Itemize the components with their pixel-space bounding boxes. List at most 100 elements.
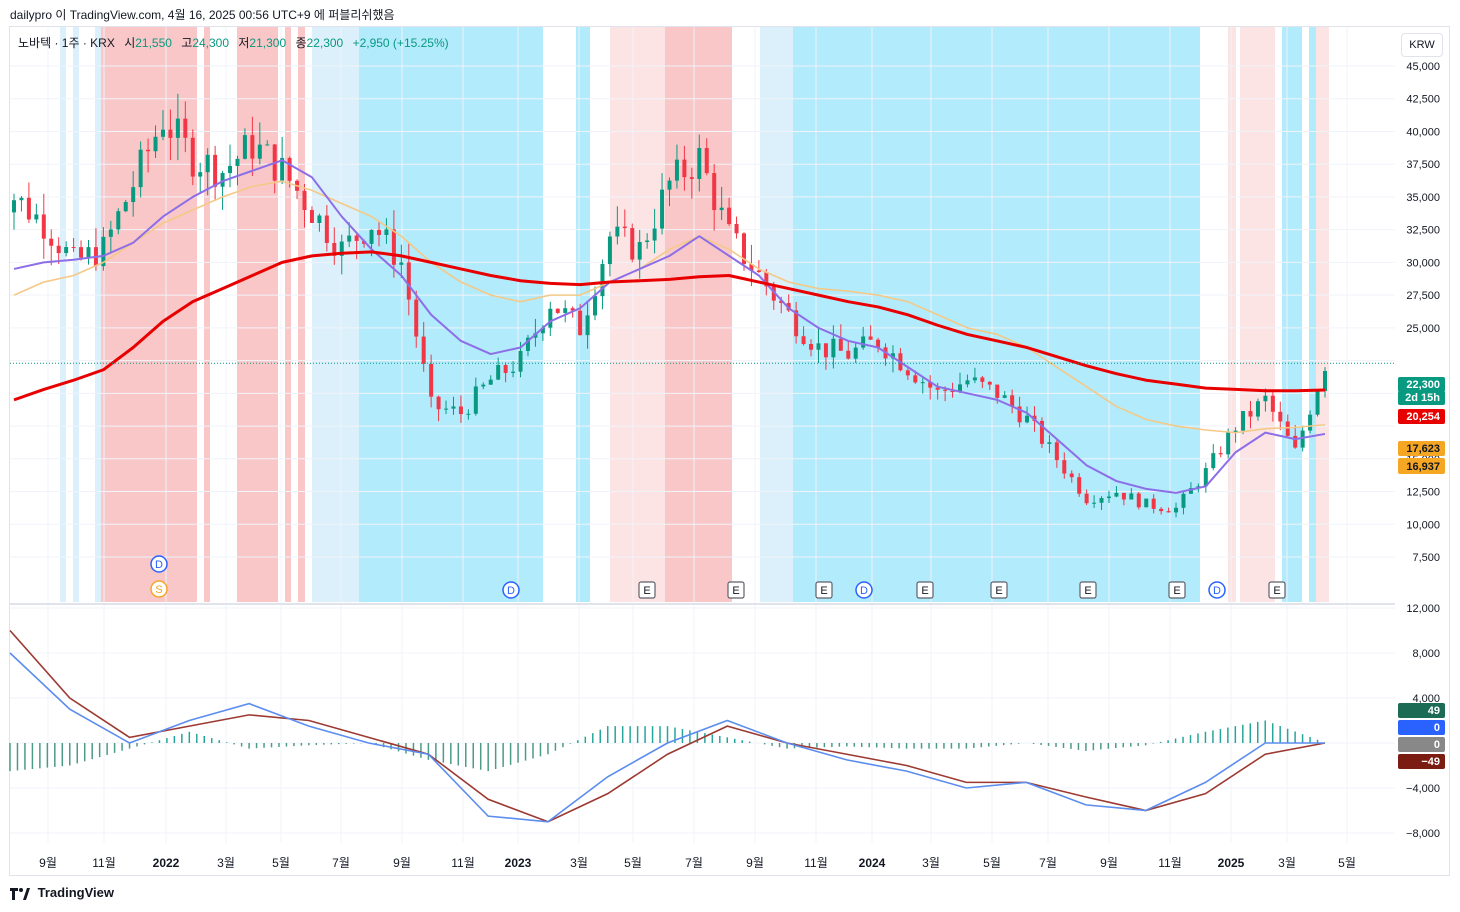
candle-body (563, 308, 568, 313)
split-marker-label: S (155, 584, 162, 596)
earnings-marker-icon (990, 581, 1008, 599)
candle-body (309, 210, 314, 223)
price-tick-label: 45,000 (1406, 61, 1440, 73)
candle-body (652, 228, 657, 241)
candle-body (667, 180, 672, 190)
candle-body (1084, 493, 1089, 504)
candle-body (570, 308, 575, 311)
earnings-marker-icon (1168, 581, 1186, 599)
candle-body (183, 118, 188, 138)
candle-body (34, 214, 39, 220)
candle-body (697, 147, 702, 179)
regime-band (204, 27, 210, 602)
candle-body (19, 197, 24, 201)
candle-body (1166, 511, 1171, 513)
candle-body (950, 390, 955, 393)
candle-body (719, 207, 724, 211)
candle-body (1278, 411, 1283, 422)
candle-body (1323, 370, 1327, 392)
ma-red-badge-bg (1398, 409, 1445, 424)
close-label: 종 (295, 36, 307, 50)
macd-tick-label: 8,000 (1412, 648, 1440, 660)
time-tick-label: 11월 (804, 856, 828, 870)
candle-body (399, 262, 404, 265)
time-tick-label: 9월 (39, 856, 57, 870)
ma-orange-badge-bg (1398, 441, 1445, 456)
time-tick-label: 9월 (393, 856, 411, 870)
candle-body (935, 387, 940, 390)
candle-body (689, 177, 694, 179)
candle-body (1151, 498, 1156, 509)
macd-hist-badge-bg (1398, 703, 1445, 718)
candle-body (749, 264, 754, 271)
candle-body (1211, 453, 1216, 469)
candle-body (876, 339, 881, 348)
dividend-marker-label: D (155, 559, 163, 571)
dividend-marker-label: D (507, 585, 515, 597)
earnings-marker-icon (815, 581, 833, 599)
candle-body (853, 347, 858, 359)
candle-body (630, 228, 635, 260)
signal-badge-bg (1398, 737, 1445, 752)
open-value: 21,550 (135, 36, 172, 50)
candle-body (138, 149, 143, 188)
candle-body (548, 308, 553, 328)
time-tick-label: 2024 (859, 856, 886, 870)
candle-body (116, 211, 121, 230)
time-tick-label: 7월 (1039, 856, 1057, 870)
ma-orange-badge: 17,623 (1406, 443, 1440, 455)
countdown-badge: 2d 15h (1405, 392, 1440, 404)
candle-body (160, 129, 165, 137)
candle-body (56, 245, 61, 254)
earnings-marker-icon (727, 581, 745, 599)
regime-band (665, 27, 732, 602)
time-tick-label: 7월 (685, 856, 703, 870)
time-tick-label: 11월 (451, 856, 475, 870)
candle-body (123, 202, 128, 212)
candle-body (980, 377, 985, 382)
candle-body (1099, 498, 1104, 503)
candle-body (645, 240, 650, 243)
time-tick-label: 9월 (1100, 856, 1118, 870)
tradingview-brand[interactable]: TradingView (10, 885, 114, 900)
regime-band (1316, 27, 1329, 602)
ma-red-line (13, 250, 1326, 402)
candle-body (1144, 498, 1149, 508)
price-tick-label: 37,500 (1406, 159, 1440, 171)
time-tick-label: 3월 (922, 856, 940, 870)
candle-body (153, 136, 158, 152)
candle-body (660, 189, 665, 229)
time-tick-label: 5월 (983, 856, 1001, 870)
price-tick-label: 30,000 (1406, 257, 1440, 269)
time-tick-label: 3월 (217, 856, 235, 870)
regime-band (359, 27, 543, 602)
candle-body (384, 229, 389, 235)
price-pane (10, 93, 1395, 518)
close-value: 22,300 (306, 36, 344, 50)
candle-body (101, 236, 106, 267)
candle-body (242, 135, 247, 159)
price-tick-label: 10,000 (1406, 519, 1440, 531)
candle-body (1203, 468, 1208, 487)
candle-body (376, 229, 381, 235)
regime-band (95, 27, 101, 602)
candle-body (846, 350, 851, 359)
candle-body (1077, 477, 1082, 494)
candle-body (1188, 488, 1193, 494)
candle-body (823, 343, 828, 358)
candle-body (354, 235, 359, 241)
open-label: 시 (124, 36, 136, 50)
candle-body (175, 118, 180, 138)
chart-frame (9, 26, 1450, 876)
candle-body (1285, 421, 1290, 436)
candle-body (585, 315, 590, 336)
candle-body (146, 149, 151, 152)
candle-body (578, 310, 583, 336)
candle-body (816, 343, 821, 350)
time-tick-label: 5월 (272, 856, 290, 870)
candle-body (108, 229, 113, 237)
change-value: +2,950 (+15.25%) (352, 36, 449, 50)
last-price-badge: 22,300 (1406, 379, 1440, 391)
currency-button[interactable]: KRW (1401, 33, 1443, 57)
